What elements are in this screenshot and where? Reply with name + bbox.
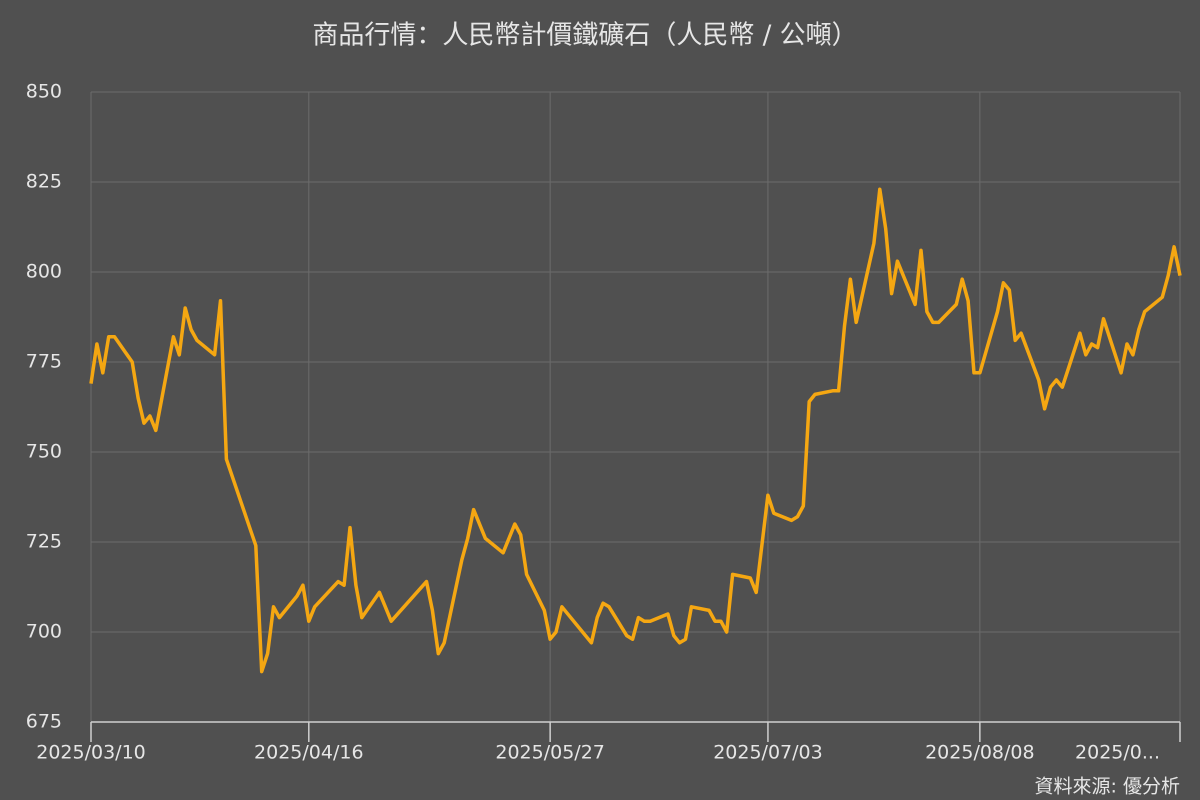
y-tick-label: 850 (26, 81, 62, 103)
chart-title: 商品行情：人民幣計價鐵礦石（人民幣 / 公噸） (312, 21, 857, 51)
y-tick-label: 825 (26, 171, 62, 193)
y-tick-label: 800 (26, 261, 62, 283)
x-tick-label: 2025/05/27 (495, 742, 605, 764)
x-tick-label: 2025/0... (1075, 742, 1160, 764)
y-tick-label: 675 (26, 711, 62, 733)
x-tick-label: 2025/04/16 (254, 742, 364, 764)
y-tick-label: 700 (26, 621, 62, 643)
x-tick-label: 2025/07/03 (713, 742, 823, 764)
x-tick-label: 2025/08/08 (925, 742, 1035, 764)
y-tick-label: 775 (26, 351, 62, 373)
data-line (89, 187, 1182, 674)
x-tick-label: 2025/03/10 (36, 742, 146, 764)
y-tick-label: 750 (26, 441, 62, 463)
source-note: 資料來源: 優分析 (1035, 776, 1180, 798)
y-tick-label: 725 (26, 531, 62, 553)
